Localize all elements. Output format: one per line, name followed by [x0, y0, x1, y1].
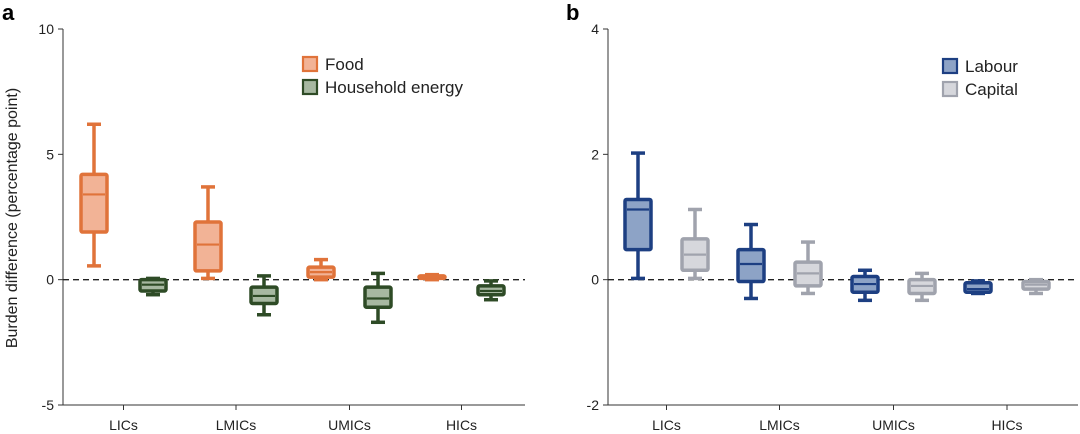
panel-b: b -2 0 2 4 LICs LMICs UMICs HICs Labour Capital	[566, 0, 1078, 433]
x-tick-label: HICs	[446, 417, 477, 433]
y-tick-label: 10	[38, 21, 54, 37]
box-capital-hics	[1021, 277, 1051, 296]
legend-label: Household energy	[325, 78, 463, 97]
box-labour-lmics	[736, 222, 766, 301]
panel-b-letter: b	[566, 0, 579, 25]
legend-swatch	[301, 55, 319, 73]
box-food-lmics	[193, 185, 223, 281]
y-tick-label: 2	[591, 146, 599, 162]
x-tick-label: HICs	[991, 417, 1022, 433]
box-labour-umics	[850, 268, 880, 303]
iqr-box	[363, 285, 393, 309]
y-tick-label: 5	[46, 146, 54, 162]
y-tick-label: -5	[42, 397, 55, 413]
legend-label: Labour	[965, 57, 1018, 76]
panel-a-plot-area: -5 0 5 10 LICs LMICs UMICs HICs Food Household en…	[38, 21, 525, 433]
x-tick-label: LMICs	[759, 417, 799, 433]
legend-swatch	[301, 78, 319, 96]
panel-a-y-axis-title: Burden difference (percentage point)	[4, 88, 21, 348]
box-household-energy-lmics	[249, 274, 279, 317]
box-labour-hics	[963, 279, 993, 296]
box-food-umics	[306, 257, 336, 282]
y-tick-label: 0	[591, 272, 599, 288]
legend-swatch	[941, 80, 959, 98]
iqr-box	[963, 281, 993, 294]
iqr-box	[79, 172, 109, 234]
box-food-hics	[417, 272, 447, 282]
iqr-box	[623, 197, 653, 252]
box-capital-umics	[907, 271, 937, 303]
iqr-box	[193, 220, 223, 273]
x-tick-label: LICs	[652, 417, 681, 433]
legend-label: Capital	[965, 80, 1018, 99]
panel-b-plot-area: -2 0 2 4 LICs LMICs UMICs HICs Labour Capital	[587, 21, 1078, 433]
x-tick-label: LICs	[109, 417, 138, 433]
box-household-energy-umics	[363, 271, 393, 325]
x-tick-label: LMICs	[216, 417, 256, 433]
legend-label: Food	[325, 55, 364, 74]
iqr-box	[736, 247, 766, 284]
x-tick-label: UMICs	[328, 417, 371, 433]
y-tick-label: 0	[46, 272, 54, 288]
panel-a: a Burden difference (percentage point) -…	[2, 0, 525, 433]
y-tick-label: 4	[591, 21, 599, 37]
box-labour-lics	[623, 151, 653, 281]
box-household-energy-hics	[476, 279, 506, 302]
box-capital-lics	[680, 207, 710, 281]
y-tick-label: -2	[587, 397, 600, 413]
x-tick-label: UMICs	[872, 417, 915, 433]
panel-a-letter: a	[2, 0, 15, 25]
legend-swatch	[941, 57, 959, 75]
box-household-energy-lics	[138, 276, 168, 297]
box-capital-lmics	[793, 240, 823, 296]
box-food-lics	[79, 122, 109, 268]
